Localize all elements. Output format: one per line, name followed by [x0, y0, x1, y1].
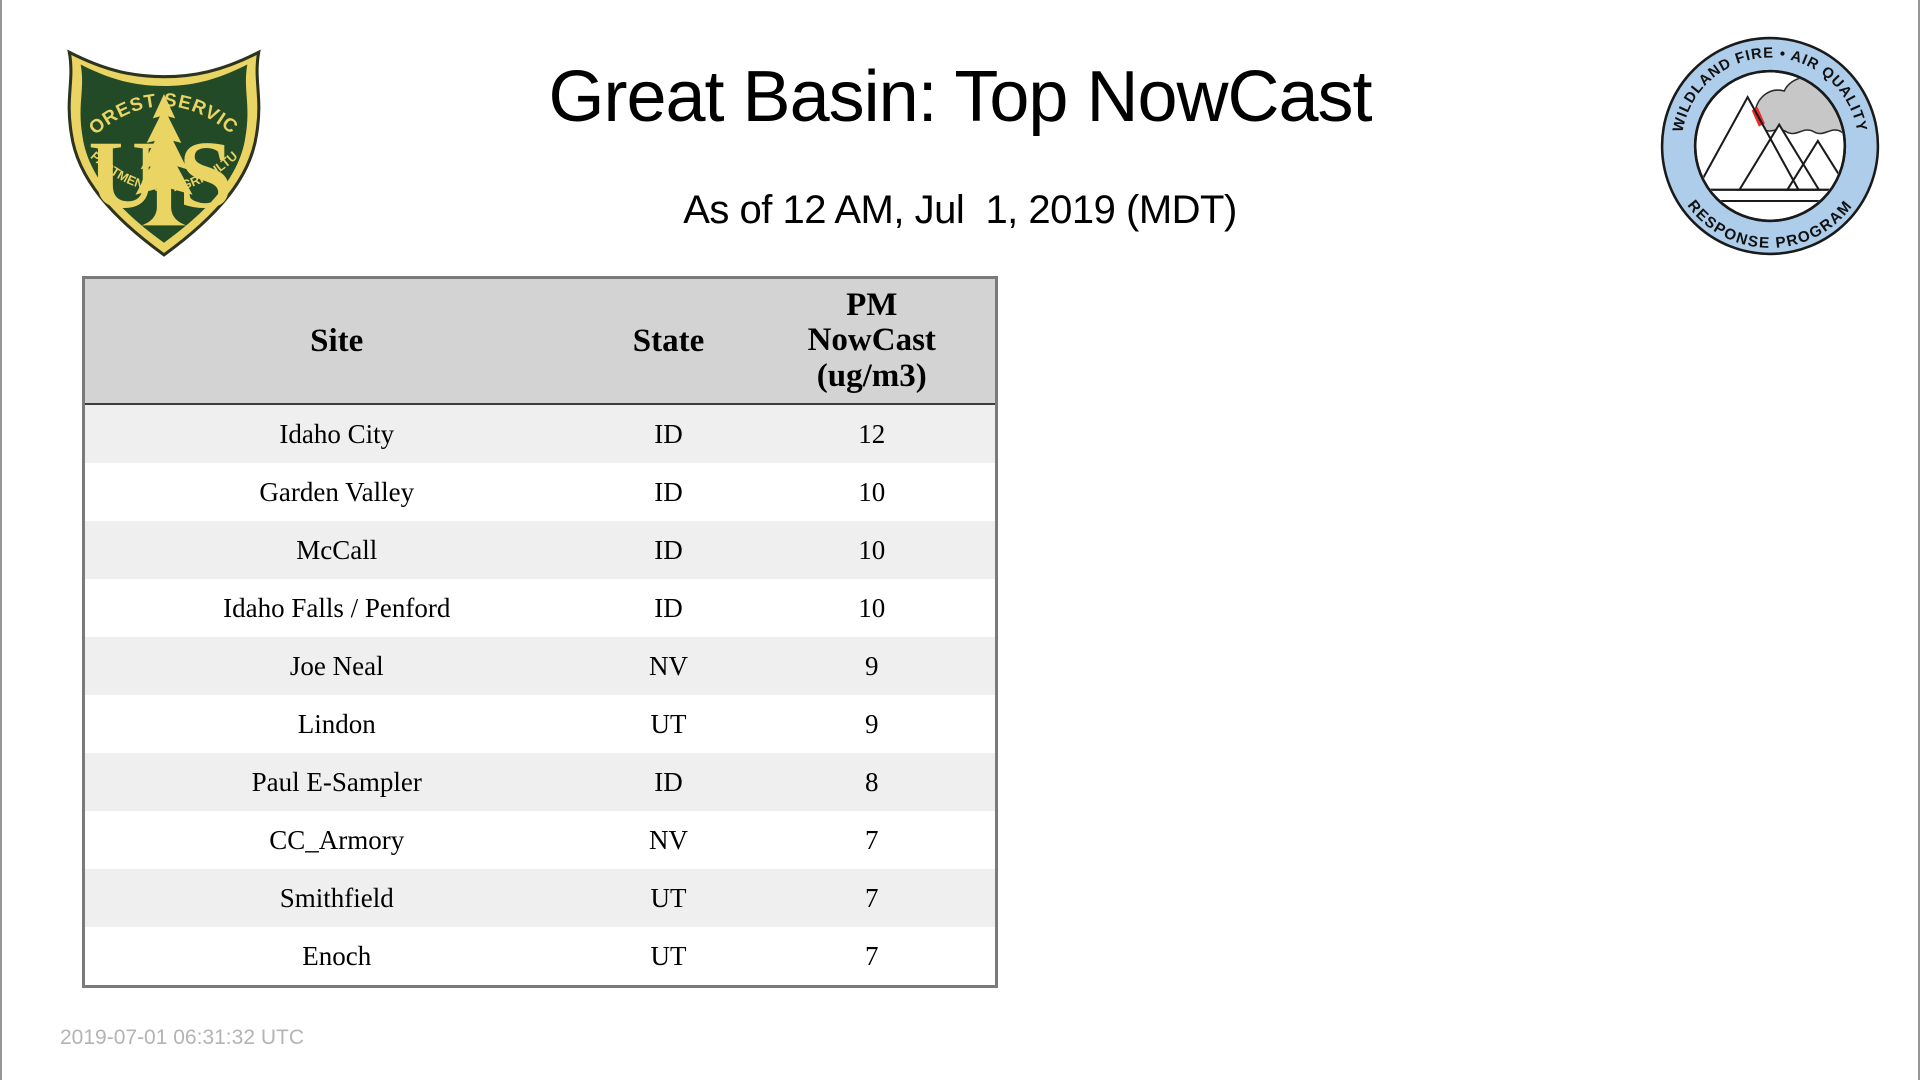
pine-tree-icon — [135, 94, 193, 226]
table-row: CC_Armory NV 7 — [83, 811, 997, 869]
site-cell: Idaho City — [279, 418, 395, 449]
pm-value-cell: 9 — [865, 708, 879, 739]
table-row: Smithfield UT 7 — [83, 869, 997, 927]
pm-value-cell: 7 — [865, 824, 879, 855]
site-cell: Lindon — [297, 708, 376, 739]
site-cell: McCall — [296, 534, 378, 565]
wfaqrp-inner-border — [1693, 69, 1847, 223]
site-cell: CC_Armory — [269, 824, 405, 855]
state-cell: ID — [654, 418, 683, 449]
pm-value-cell: 10 — [858, 592, 886, 623]
pm-value-cell: 10 — [858, 476, 886, 507]
pm-value-cell: 7 — [865, 940, 879, 971]
col-header-pm-nowcast: PM NowCast (ug/m3) — [748, 277, 997, 405]
state-cell: UT — [650, 882, 687, 913]
table-header: Site State PM NowCast (ug/m3) — [83, 277, 997, 405]
table-row: Idaho City ID 12 — [83, 404, 997, 463]
nowcast-table: Site State PM NowCast (ug/m3) Idaho City… — [82, 276, 998, 988]
site-cell: Idaho Falls / Penford — [223, 592, 451, 623]
usfs-letter-s: S — [179, 121, 233, 228]
state-cell: ID — [654, 476, 683, 507]
page-title: Great Basin: Top NowCast — [548, 57, 1372, 137]
table-row: Idaho Falls / Penford ID 10 — [83, 579, 997, 637]
table-row: McCall ID 10 — [83, 521, 997, 579]
page-subtitle: As of 12 AM, Jul 1, 2019 (MDT) — [683, 188, 1237, 232]
pm-value-cell: 8 — [865, 766, 879, 797]
mountain-right-fill — [1787, 140, 1844, 190]
footer-timestamp: 2019-07-01 06:31:32 UTC — [60, 1026, 304, 1049]
pm-value-cell: 12 — [858, 418, 886, 449]
site-cell: Paul E-Sampler — [251, 766, 422, 797]
col-header-state: State — [588, 277, 749, 405]
state-cell: ID — [654, 534, 683, 565]
usfs-logo: FOREST SERVICE U S DEPARTMENT OF AGRICUL… — [62, 38, 261, 257]
table-row: Enoch UT 7 — [83, 927, 997, 987]
pm-value-cell: 9 — [865, 650, 879, 681]
state-cell: ID — [654, 766, 683, 797]
site-cell: Garden Valley — [259, 476, 415, 507]
state-cell: UT — [650, 940, 687, 971]
state-cell: NV — [649, 824, 688, 855]
site-cell: Enoch — [302, 940, 372, 971]
pm-value-cell: 10 — [858, 534, 886, 565]
site-cell: Joe Neal — [289, 650, 384, 681]
site-cell: Smithfield — [279, 882, 394, 913]
wfaqrp-logo: WILDLAND FIRE • AIR QUALITY RESPONSE PRO… — [1660, 36, 1880, 256]
state-cell: NV — [649, 650, 688, 681]
table-row: Lindon UT 9 — [83, 695, 997, 753]
table-row: Paul E-Sampler ID 8 — [83, 753, 997, 811]
state-cell: UT — [650, 708, 687, 739]
table-row: Joe Neal NV 9 — [83, 637, 997, 695]
col-header-site: Site — [83, 277, 589, 405]
state-cell: ID — [654, 592, 683, 623]
table-row: Garden Valley ID 10 — [83, 463, 997, 521]
pm-value-cell: 7 — [865, 882, 879, 913]
